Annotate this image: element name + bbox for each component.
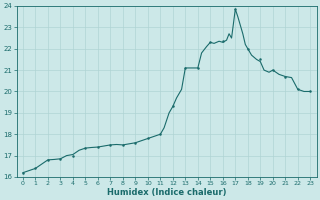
- X-axis label: Humidex (Indice chaleur): Humidex (Indice chaleur): [107, 188, 226, 197]
